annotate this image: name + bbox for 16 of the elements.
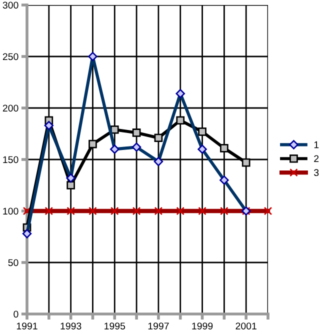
y-tick-label: 200 xyxy=(2,104,18,112)
x-tick-label: 1993 xyxy=(60,322,82,330)
x-tick-label: 1991 xyxy=(16,322,38,330)
legend-label: 3 xyxy=(314,169,319,176)
y-tick-label: 300 xyxy=(2,2,18,9)
y-tick-label: 50 xyxy=(8,259,18,266)
y-tick-label: 100 xyxy=(3,208,18,215)
legend-label: 1 xyxy=(314,141,319,148)
y-tick-label: 250 xyxy=(2,53,18,60)
y-tick-label: 0 xyxy=(14,310,18,318)
x-tick-label: 2001 xyxy=(236,322,256,330)
x-tick-label: 1997 xyxy=(148,322,169,330)
legend-label: 2 xyxy=(314,155,319,162)
y-tick-label: 150 xyxy=(3,156,18,164)
x-tick-label: 1995 xyxy=(104,322,126,330)
x-tick-label: 1999 xyxy=(192,322,213,330)
